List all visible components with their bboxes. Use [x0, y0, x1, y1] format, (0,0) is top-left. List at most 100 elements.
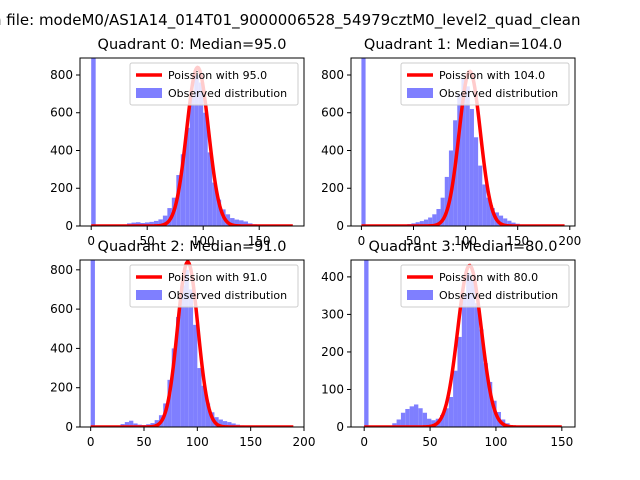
- y-tick-label: 600: [321, 106, 344, 120]
- legend-box: [400, 62, 570, 106]
- legend: Poission with 104.0 Observed distribution: [400, 62, 570, 106]
- x-tick-label: 100: [484, 435, 507, 449]
- hist-bar: [167, 379, 172, 427]
- hist-bar: [180, 154, 186, 226]
- y-tick-label: 400: [321, 270, 344, 284]
- hist-bar: [129, 420, 134, 427]
- panel-title: Quadrant 2: Median=91.0: [98, 239, 287, 255]
- legend-box: [129, 264, 299, 308]
- hist-bar: [465, 86, 470, 226]
- legend-fit-label: Poission with 91.0: [168, 271, 267, 284]
- panel-title: Quadrant 1: Median=104.0: [364, 37, 562, 53]
- panel-quadrant-3: 0 50 100 150 0 100 200 300 400 Quadrant 3: Median…: [321, 239, 576, 449]
- panel-title: Quadrant 3: Median=80.0: [369, 239, 558, 255]
- y-tick-label: 400: [50, 341, 73, 355]
- legend-hist-swatch: [407, 290, 433, 300]
- hist-bar: [198, 82, 204, 226]
- hist-bar: [444, 408, 449, 427]
- hist-bar: [400, 412, 406, 427]
- y-tick-label: 200: [321, 181, 344, 195]
- hist-bar: [91, 58, 96, 226]
- hist-bar: [194, 74, 199, 226]
- y-tick-label: 600: [50, 106, 73, 120]
- hist-bar: [153, 220, 159, 226]
- x-tick-label: 50: [422, 435, 437, 449]
- hist-bar: [498, 215, 504, 226]
- hist-bar: [90, 260, 95, 427]
- axes-frame: [79, 57, 305, 227]
- hist-bar: [361, 58, 366, 226]
- figure-suptitle: n file: modeM0/AS1A14_014T01_9000006528_…: [0, 11, 581, 30]
- hist-bar: [180, 285, 185, 427]
- hist-bar: [448, 396, 454, 427]
- panel-title: Quadrant 0: Median=95.0: [98, 37, 287, 53]
- y-tick-label: 100: [321, 382, 344, 396]
- x-tick-label: 150: [506, 234, 529, 248]
- x-tick-label: 100: [454, 234, 477, 248]
- x-tick-label: 150: [550, 435, 573, 449]
- x-tick-label: 150: [239, 435, 262, 449]
- hist-bar: [201, 385, 206, 427]
- axes-frame: [79, 259, 305, 428]
- y-tick-label: 300: [321, 307, 344, 321]
- hist-bar: [189, 95, 195, 226]
- hist-bar: [422, 412, 428, 427]
- hist-bar: [457, 93, 462, 226]
- panel-quadrant-0: 0 50 100 150 0 200 400 600 800 Quadrant 0: Median…: [50, 37, 305, 248]
- y-tick-label: 0: [65, 420, 73, 434]
- x-tick-label: 0: [87, 435, 95, 449]
- hist-bar: [419, 221, 424, 226]
- legend-box: [400, 264, 570, 308]
- hist-bar: [231, 423, 236, 427]
- legend-hist-label: Observed distribution: [168, 87, 287, 100]
- hist-bar: [184, 269, 189, 427]
- legend-hist-swatch: [136, 290, 162, 300]
- hist-bar: [212, 182, 217, 226]
- hist-bar: [461, 295, 467, 427]
- hist-bar: [409, 406, 414, 427]
- x-tick-label: 100: [192, 234, 215, 248]
- hist-bar: [405, 408, 410, 427]
- legend-fit-label: Poission with 104.0: [439, 69, 545, 82]
- y-tick-label: 0: [336, 420, 344, 434]
- hist-bar: [461, 78, 466, 226]
- x-tick-label: 150: [248, 234, 271, 248]
- hist-bar: [216, 199, 222, 226]
- hist-bar: [364, 260, 369, 427]
- x-tick-label: 100: [186, 435, 209, 449]
- y-tick-label: 400: [321, 143, 344, 157]
- hist-bar: [243, 221, 248, 226]
- hist-bar: [239, 220, 244, 226]
- y-tick-label: 200: [50, 381, 73, 395]
- x-tick-label: 50: [406, 234, 421, 248]
- y-tick-label: 200: [50, 181, 73, 195]
- y-tick-label: 800: [50, 68, 73, 82]
- hist-bar: [197, 368, 202, 427]
- legend-fit-label: Poission with 80.0: [439, 271, 538, 284]
- hist-bar: [473, 137, 479, 226]
- hist-bar: [428, 217, 433, 226]
- hist-bar: [193, 324, 198, 427]
- x-tick-label: 200: [293, 435, 316, 449]
- hist-bar: [144, 222, 150, 226]
- hist-bar: [466, 273, 471, 427]
- legend-fit-label: Poission with 95.0: [168, 69, 267, 82]
- panel-quadrant-1: 0 50 100 150 200 0 200 400 600 800 Quadrant 1: Med…: [321, 37, 581, 248]
- hist-bar: [149, 221, 154, 226]
- hist-bar: [457, 336, 462, 427]
- x-tick-label: 200: [558, 234, 581, 248]
- hist-bar: [479, 329, 484, 427]
- hist-bar: [207, 152, 213, 226]
- hist-bar: [413, 404, 419, 427]
- hist-bar: [469, 108, 474, 226]
- hist-bar: [470, 280, 475, 427]
- axes-frame: [350, 259, 576, 428]
- legend-hist-swatch: [407, 88, 433, 98]
- axes-frame: [350, 57, 576, 227]
- hist-bar: [162, 215, 168, 226]
- legend-hist-swatch: [136, 88, 162, 98]
- x-tick-label: 0: [360, 435, 368, 449]
- legend: Poission with 80.0 Observed distribution: [400, 264, 570, 308]
- hist-bar: [203, 112, 208, 226]
